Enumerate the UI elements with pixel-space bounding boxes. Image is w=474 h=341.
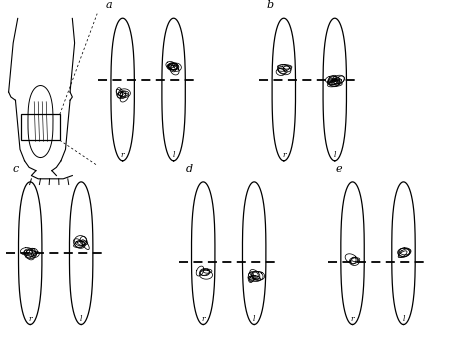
Text: r: r — [121, 151, 125, 159]
Text: r: r — [28, 315, 32, 323]
Text: l: l — [402, 315, 405, 323]
Text: r: r — [201, 315, 205, 323]
Text: l: l — [253, 315, 255, 323]
Text: r: r — [282, 151, 286, 159]
Text: e: e — [335, 164, 342, 174]
Text: l: l — [80, 315, 82, 323]
Text: l: l — [334, 151, 336, 159]
Text: a: a — [105, 0, 112, 10]
Text: c: c — [13, 164, 19, 174]
Text: b: b — [266, 0, 273, 10]
Text: r: r — [351, 315, 355, 323]
Bar — [21, 114, 60, 140]
Text: d: d — [186, 164, 193, 174]
Text: l: l — [173, 151, 175, 159]
